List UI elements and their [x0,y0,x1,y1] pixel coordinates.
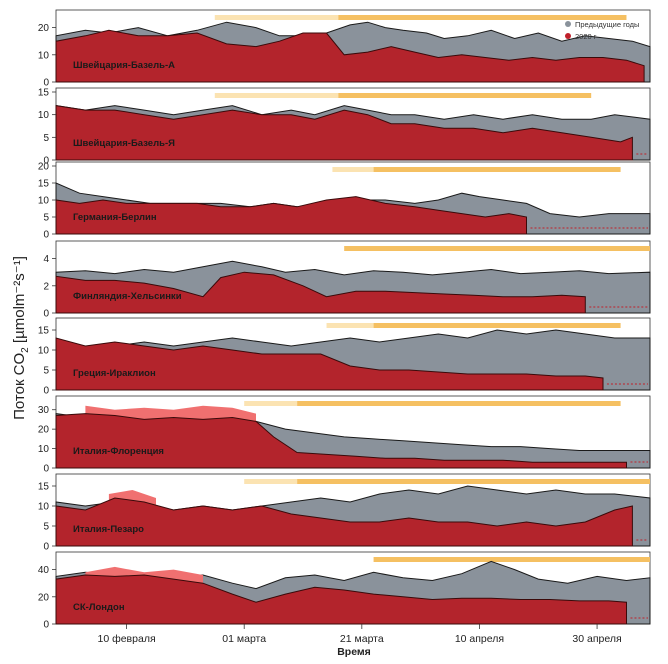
panel-2-y-tick-label: 10 [38,110,50,121]
panel-1-label: Швейцария-Базель-А [73,60,175,71]
panel-4-y-tick-label: 4 [43,254,49,265]
panel-7-label: Италия-Пезаро [73,524,144,535]
y-axis-title: Поток CO2 [µmolm⁻²s⁻¹] [11,256,31,420]
panel-4-y-tick-label: 2 [43,281,49,292]
panel-7-y-tick-label: 5 [43,522,49,533]
panel-5: 0 5 10 15 Греция-Ираклион [38,317,651,397]
panel-2: 0 5 10 15 Швейцария-Базель-Я [38,88,651,167]
panel-5-y-tick-label: 5 [43,366,49,377]
legend-label-current: 2020 г [575,32,597,41]
panel-5-label: Греция-Ираклион [73,368,156,379]
panel-3-lockdown-partial [332,167,374,172]
panel-2-label: Швейцария-Базель-Я [73,138,175,149]
x-tick-label: 01 марта [222,633,266,645]
panel-4-lockdown-full [344,246,650,251]
y-axis-title-main: Поток CO [11,353,28,420]
panel-2-y-tick-label: 15 [38,88,50,99]
x-tick-label: 10 апреля [455,633,504,645]
panel-3-y-tick-label: 0 [43,230,49,241]
panel-5-y-tick-label: 10 [38,346,50,357]
panel-2-y-tick-label: 5 [43,133,49,144]
panel-8-2020-area [55,574,627,625]
panel-1-y-tick-label: 10 [38,50,50,61]
panel-6-label: Италия-Флоренция [73,446,164,457]
panel-2-y-tick-label: 0 [43,156,49,167]
y-axis-title-sub: 2 [20,347,31,353]
panel-4-y-tick-label: 0 [43,309,49,320]
panel-6-y-tick-label: 0 [43,464,49,475]
panel-5-y-tick-label: 15 [38,326,50,337]
panel-6: 0 10 20 30 Италия-Флоренция [38,395,651,475]
panel-1-2020-area [55,29,645,83]
panel-3-label: Германия-Берлин [73,212,157,223]
panel-8-y-tick-label: 40 [38,565,50,576]
panel-5-lockdown-partial [326,323,374,328]
panel-6-y-tick-label: 20 [38,425,50,436]
panel-7-lockdown-partial [244,479,298,484]
panel-5-lockdown-full [373,323,621,328]
panel-3-lockdown-full [373,167,621,172]
panel-3-2020-area [55,196,527,235]
panel-3-y-tick-label: 15 [38,179,50,190]
panel-8-y-tick-label: 20 [38,592,50,603]
x-axis-title: Время [337,646,371,658]
panel-3-y-tick-label: 10 [38,196,50,207]
panel-1-y-tick-label: 0 [43,78,49,89]
panel-2-2020-area [55,105,633,161]
x-axis: 10 февраля 01 марта 21 марта 10 апреля 30 ап… [97,624,622,645]
panel-8-y-tick-label: 0 [43,620,49,631]
panel-3-y-tick-label: 5 [43,213,49,224]
panel-6-2020-area [55,413,627,469]
panel-6-y-tick-label: 10 [38,444,50,455]
panel-7-y-tick-label: 15 [38,482,50,493]
panel-3: 0 5 10 15 20 Германия-Берлин [38,162,651,241]
panel-7-lockdown-full [297,479,650,484]
panel-7-y-tick-label: 10 [38,502,50,513]
panel-2-lockdown-full [338,93,592,98]
x-tick-label: 30 апреля [572,633,621,645]
panel-2-lockdown-partial [214,93,339,98]
panel-4-2020-area [55,271,586,314]
panel-4: 0 2 4 Финляндия-Хельсинки [43,240,651,320]
panel-8: 0 20 40 СК-Лондон [38,551,651,631]
panel-7-y-tick-label: 0 [43,542,49,553]
panel-1-lockdown-full [338,15,627,20]
panel-3-y-tick-label: 20 [38,162,50,173]
panel-8-label: СК-Лондон [73,602,125,613]
legend-swatch-previous [565,21,571,27]
panel-4-label: Финляндия-Хельсинки [73,291,182,302]
panel-6-lockdown-partial [244,401,298,406]
panel-6-lockdown-full [297,401,621,406]
panel-7: 0 5 10 15 Италия-Пезаро [38,473,651,553]
panel-1-y-tick-label: 20 [38,23,50,34]
legend-label-previous: Предыдущие годы [575,20,639,29]
panel-8-lockdown-full [373,557,650,562]
panel-1-lockdown-partial [214,15,339,20]
x-tick-label: 21 марта [340,633,384,645]
panels-layer: 01020Швейцария-Базель-А051015Швейцария-Б… [38,9,651,631]
panel-6-y-tick-label: 30 [38,405,50,416]
panel-7-2020-area [55,497,633,547]
panel-1: 0 10 20 Швейцария-Базель-А [38,9,651,89]
x-tick-label: 10 февраля [97,633,155,645]
legend: Предыдущие годы 2020 г [565,20,639,41]
legend-swatch-current [565,33,571,39]
panel-5-2020-area [55,337,604,391]
y-axis-title-units: [µmolm⁻²s⁻¹] [11,256,28,347]
panel-5-y-tick-label: 0 [43,386,49,397]
